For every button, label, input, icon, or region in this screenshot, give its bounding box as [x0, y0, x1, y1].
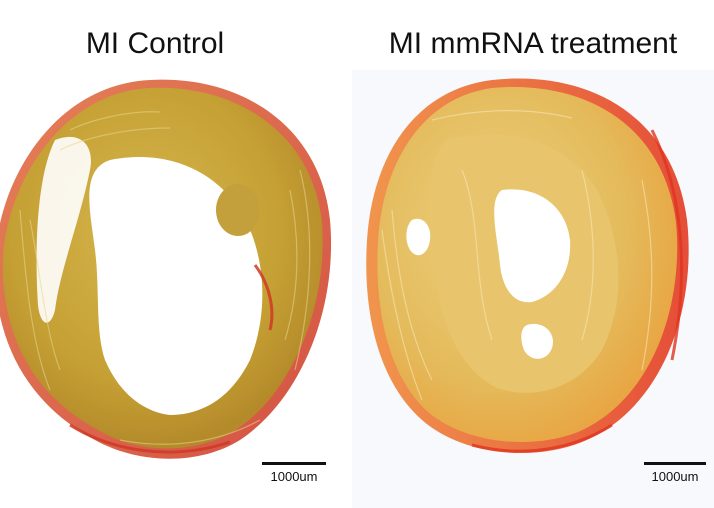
mi-control-panel: MI Control — [0, 0, 350, 508]
panel-title-mi-mmrna-treatment: MI mmRNA treatment — [388, 27, 678, 60]
mi-control-heart-section-image — [0, 79, 331, 459]
scale-bar-line — [262, 462, 326, 465]
scale-bar-label: 1000um — [270, 469, 318, 484]
scale-bar-line — [644, 462, 706, 465]
mi-mmrna-heart-section-image — [352, 70, 714, 508]
mi-mmrna-treatment-panel: MI mmRNA treatment — [352, 0, 714, 508]
scale-bar-left: 1000um — [262, 462, 326, 484]
scale-bar-label: 1000um — [651, 469, 699, 484]
scale-bar-right: 1000um — [644, 462, 706, 484]
panel-title-mi-control: MI Control — [85, 27, 225, 60]
